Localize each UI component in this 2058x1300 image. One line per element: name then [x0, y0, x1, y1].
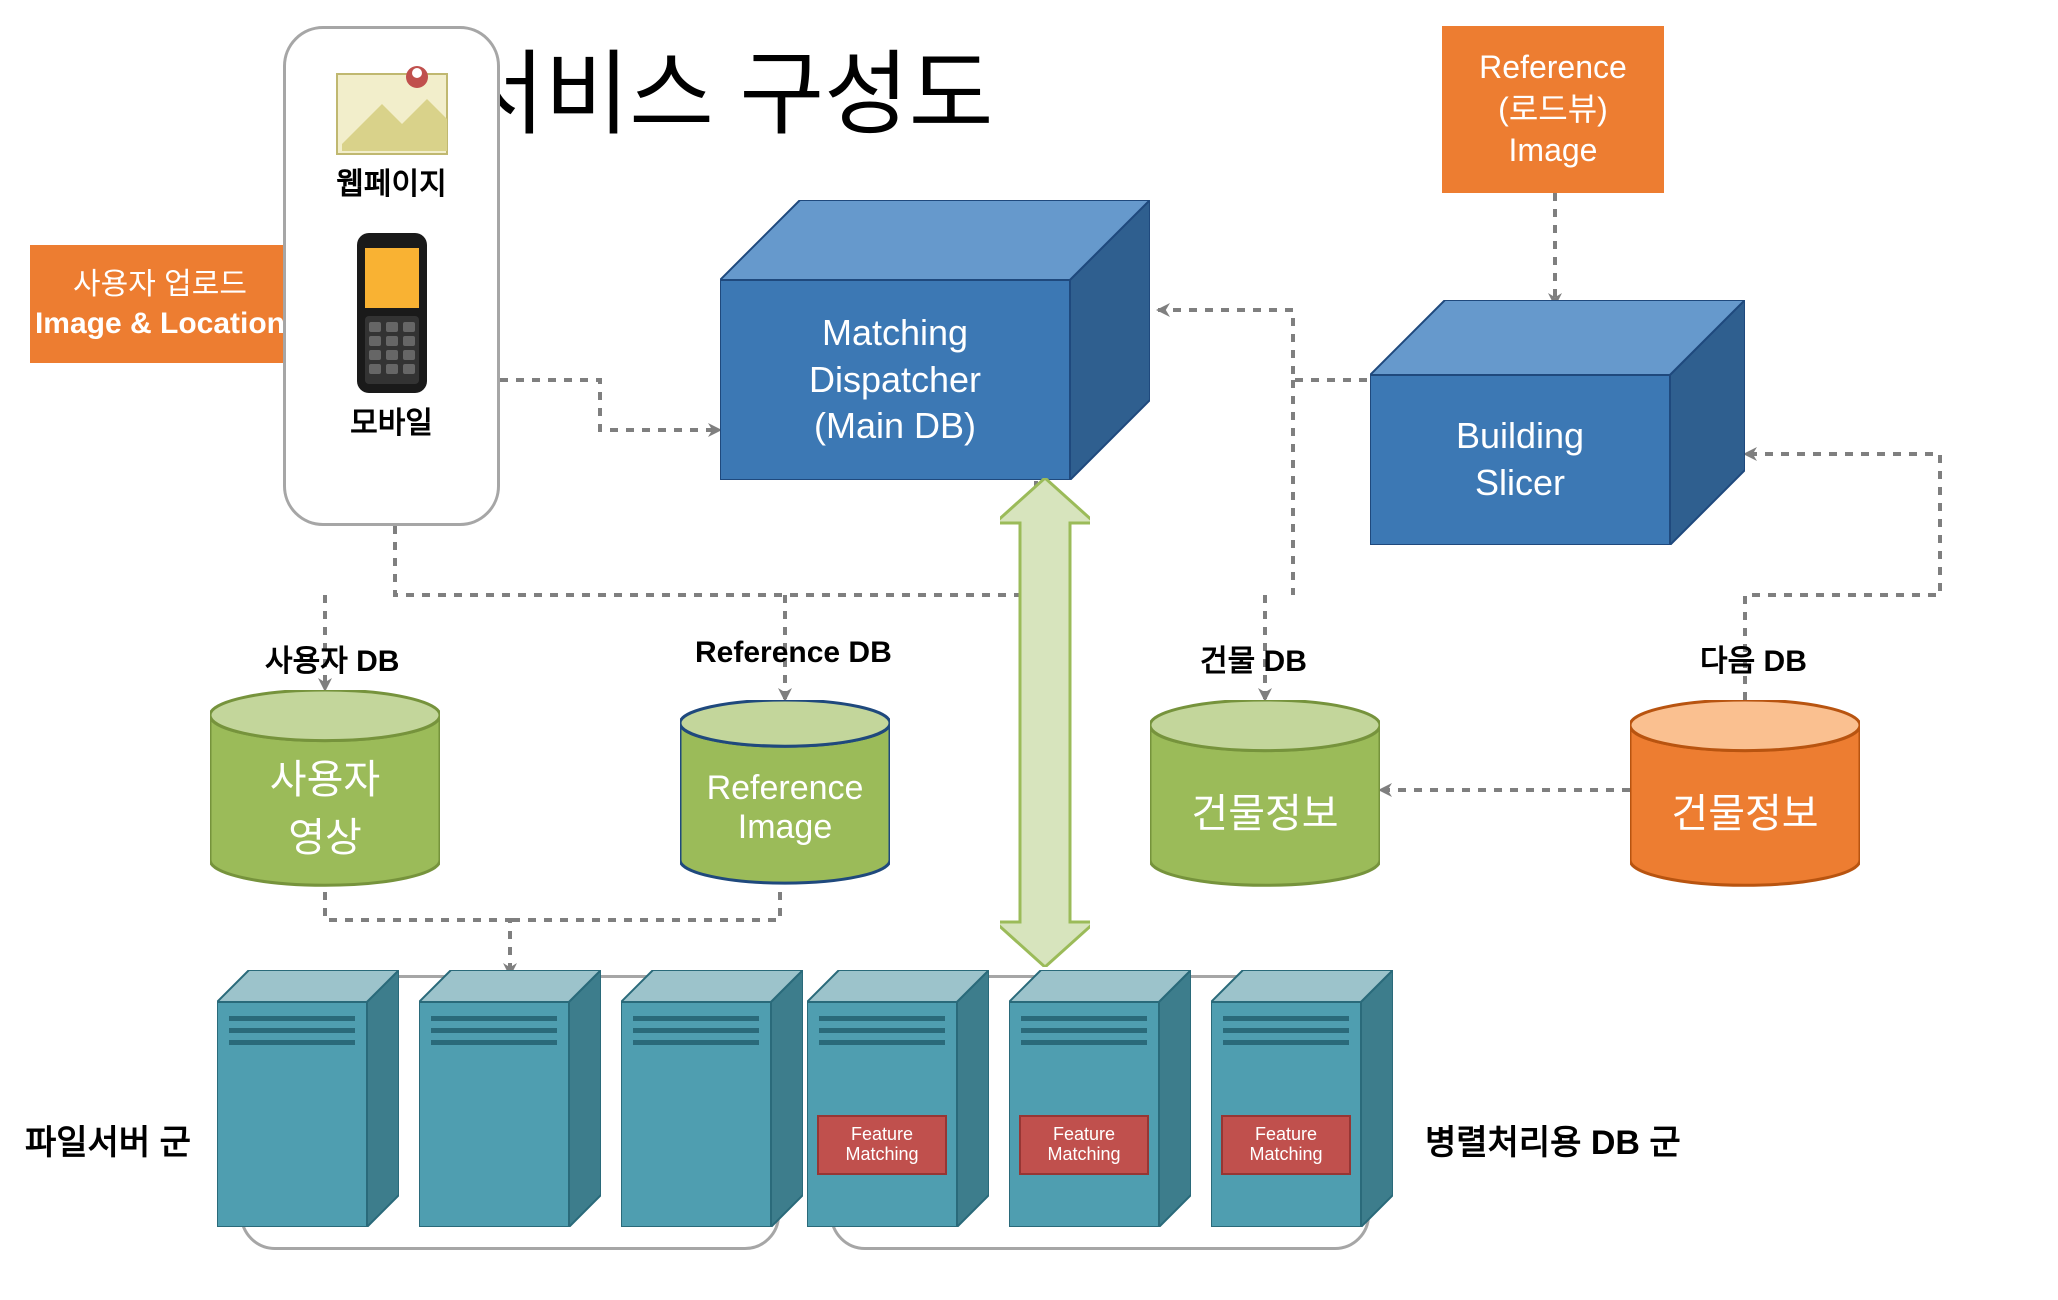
building-slicer-box: BuildingSlicer	[1370, 300, 1745, 545]
box3d-line: Slicer	[1475, 460, 1565, 507]
ref-line2: (로드뷰)	[1498, 89, 1608, 131]
box3d-line: Dispatcher	[809, 357, 981, 404]
user-image-cylinder: 사용자영상	[210, 690, 440, 860]
reference-image-cylinder: ReferenceImage	[680, 700, 890, 860]
upload-line2: Image & Location	[35, 304, 285, 343]
ref-line3: Image	[1509, 130, 1598, 172]
server-unit	[621, 970, 803, 1227]
reference-image-box: Reference (로드뷰) Image	[1442, 26, 1664, 193]
feature-matching-badge: FeatureMatching	[817, 1115, 947, 1175]
user-db-label: 사용자 DB	[265, 636, 399, 680]
diagram-canvas: 서비스 구성도 사용자 업로드 Image & Location Referen…	[0, 0, 2058, 1300]
upload-line1: 사용자 업로드	[73, 265, 247, 304]
feature-matching-badge: FeatureMatching	[1019, 1115, 1149, 1175]
building-db-label: 건물 DB	[1200, 636, 1307, 680]
server-unit	[419, 970, 601, 1227]
connector-devices-to-dispatcher	[500, 380, 720, 430]
cylinder-line: 사용자	[270, 747, 380, 805]
server-unit: FeatureMatching	[1211, 970, 1393, 1227]
feature-matching-badge: FeatureMatching	[1221, 1115, 1351, 1175]
device-container: 웹페이지 모바일	[283, 26, 500, 526]
server-unit: FeatureMatching	[807, 970, 989, 1227]
matching-dispatcher-box: MatchingDispatcher(Main DB)	[720, 200, 1150, 480]
mobile-icon	[342, 228, 442, 398]
db-server-group: FeatureMatchingFeatureMatchingFeatureMat…	[830, 975, 1370, 1250]
page-title: 서비스 구성도	[460, 20, 993, 153]
cylinder-line: Reference	[707, 769, 864, 808]
reference-db-label: Reference DB	[695, 636, 892, 670]
webpage-label: 웹페이지	[336, 159, 446, 203]
cylinder-line: Image	[738, 808, 833, 847]
box3d-line: (Main DB)	[814, 403, 976, 450]
webpage-icon	[332, 59, 452, 159]
user-upload-box: 사용자 업로드 Image & Location	[30, 245, 290, 363]
server-unit: FeatureMatching	[1009, 970, 1191, 1227]
vertical-double-arrow	[1000, 478, 1090, 967]
building-info-green-cylinder: 건물정보	[1150, 700, 1380, 860]
ref-line1: Reference	[1479, 47, 1627, 89]
mobile-label: 모바일	[350, 398, 433, 442]
cylinder-line: 영상	[288, 805, 362, 863]
db-server-label: 병렬처리용 DB 군	[1425, 1115, 1681, 1164]
connector-slicer-to-dispatcher	[1158, 310, 1367, 380]
cylinder-line: 건물정보	[1671, 781, 1818, 839]
cylinder-line: 건물정보	[1191, 781, 1338, 839]
box3d-line: Building	[1456, 413, 1584, 460]
daum-db-label: 다음 DB	[1700, 636, 1807, 680]
file-server-label: 파일서버 군	[25, 1115, 191, 1164]
file-server-group	[240, 975, 780, 1250]
building-info-orange-cylinder: 건물정보	[1630, 700, 1860, 860]
box3d-line: Matching	[822, 310, 968, 357]
server-unit	[217, 970, 399, 1227]
